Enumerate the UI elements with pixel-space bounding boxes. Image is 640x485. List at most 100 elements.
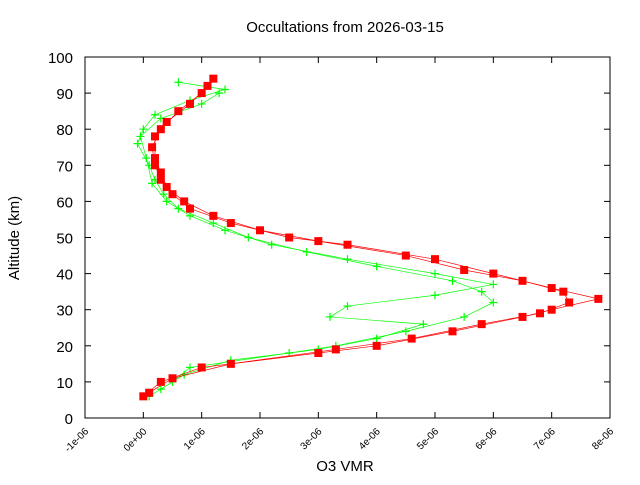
data-point-plus [221, 85, 229, 94]
data-point-square [518, 312, 527, 321]
data-point-square [256, 226, 264, 235]
data-point-plus [326, 312, 334, 321]
data-point-square [168, 374, 177, 383]
data-point-plus [343, 255, 352, 264]
data-point-square [594, 294, 603, 303]
x-tick-label: 4e-06 [357, 426, 383, 452]
data-point-plus [489, 280, 498, 289]
data-point-square [314, 349, 323, 358]
data-point-plus [477, 287, 486, 296]
data-point-square [209, 74, 218, 83]
data-point-square [547, 305, 556, 314]
x-axis-label: O3 VMR [316, 458, 374, 475]
data-point-plus [215, 89, 224, 98]
data-point-square [518, 276, 527, 285]
data-point-square [372, 341, 381, 350]
data-point-plus [186, 211, 194, 220]
data-point-square [180, 197, 189, 206]
x-tick-label: 2e-06 [240, 426, 266, 452]
y-tick-label: 40 [56, 267, 73, 284]
data-point-square [162, 117, 171, 126]
x-tick-label: 3e-06 [299, 426, 325, 452]
y-tick-label: 10 [56, 375, 73, 392]
data-point-square [489, 269, 498, 278]
x-tick-label: -1e-06 [63, 426, 92, 455]
data-point-square [331, 345, 340, 354]
data-point-plus [148, 179, 157, 188]
y-axis-label: Altitude (km) [6, 196, 23, 280]
data-point-square [226, 359, 235, 368]
data-point-plus [460, 312, 469, 321]
x-tick-label: 6e-06 [474, 426, 500, 452]
data-point-square [314, 237, 323, 246]
data-point-square [536, 309, 544, 318]
data-point-square [156, 175, 165, 184]
y-tick-label: 50 [56, 231, 73, 248]
y-tick-label: 70 [56, 158, 73, 175]
data-point-square [460, 265, 469, 274]
x-tick-label: 5e-06 [415, 426, 441, 452]
data-point-square [343, 240, 352, 249]
data-point-square [401, 251, 410, 260]
data-point-square [477, 320, 486, 329]
data-point-square [209, 211, 218, 220]
data-point-square [559, 287, 568, 296]
data-point-square [203, 81, 212, 90]
data-point-plus [162, 197, 171, 206]
data-point-square [431, 255, 439, 264]
data-point-plus [139, 125, 148, 134]
data-point-square [174, 107, 183, 116]
data-point-square [186, 204, 194, 213]
data-point-plus [174, 78, 183, 87]
data-point-plus [267, 240, 276, 249]
data-point-square [151, 161, 159, 170]
data-point-plus [186, 363, 194, 372]
data-point-plus [156, 385, 165, 394]
data-point-square [148, 143, 157, 152]
data-point-square [151, 132, 159, 141]
data-point-plus [133, 139, 142, 148]
chart-title: Occultations from 2026-03-15 [246, 19, 444, 36]
y-tick-label: 90 [56, 86, 73, 103]
data-point-square [226, 219, 235, 228]
x-tick-label: 7e-06 [532, 426, 558, 452]
y-tick-label: 20 [56, 339, 73, 356]
data-point-plus [209, 219, 218, 228]
y-tick-label: 100 [48, 50, 73, 67]
y-tick-label: 60 [56, 194, 73, 211]
profile-line [148, 85, 570, 394]
x-tick-label: 8e-06 [590, 426, 616, 452]
profile-line [140, 92, 494, 390]
data-point-plus [343, 302, 352, 311]
y-tick-label: 80 [56, 122, 73, 139]
data-point-plus [489, 298, 498, 307]
data-point-square [565, 298, 574, 307]
data-point-square [151, 154, 159, 163]
data-point-square [162, 182, 171, 191]
data-point-plus [142, 154, 151, 163]
data-point-plus [448, 276, 457, 285]
data-point-square [168, 190, 177, 199]
data-point-square [407, 334, 416, 343]
profile-line [137, 81, 494, 397]
data-point-square [285, 233, 294, 242]
data-point-plus [151, 110, 159, 119]
data-point-square [448, 327, 457, 336]
data-point-square [139, 392, 148, 401]
data-point-square [145, 388, 154, 397]
data-point-plus [431, 269, 439, 278]
data-point-plus [372, 334, 381, 343]
data-point-plus [419, 320, 428, 329]
x-tick-label: 1e-06 [182, 426, 208, 452]
data-point-square [197, 363, 206, 372]
data-point-plus [431, 291, 439, 300]
data-point-plus [221, 226, 229, 235]
data-point-plus [197, 99, 206, 108]
x-tick-label: 0e+00 [122, 426, 150, 454]
data-point-plus [401, 327, 410, 336]
data-point-square [156, 377, 165, 386]
data-point-square [197, 89, 206, 98]
y-tick-label: 30 [56, 303, 73, 320]
